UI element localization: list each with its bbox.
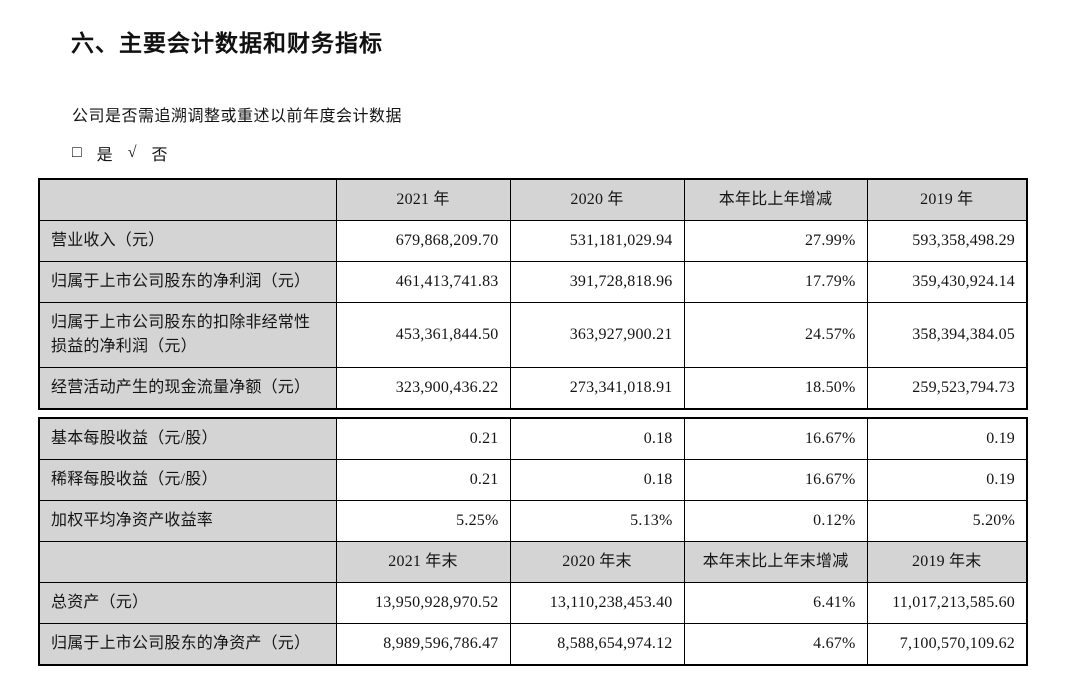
checkbox-unchecked-icon: □ (72, 144, 82, 161)
value-cell: 323,900,436.22 (335, 367, 511, 410)
value-cell: 16.67% (683, 459, 868, 501)
value-cell: 0.19 (866, 459, 1028, 501)
table-row: 经营活动产生的现金流量净额（元） 323,900,436.22 273,341,01… (38, 367, 1028, 410)
value-cell: 0.19 (866, 417, 1028, 460)
value-cell: 391,728,818.96 (509, 261, 685, 303)
value-cell: 11,017,213,585.60 (866, 582, 1028, 624)
header-cell: 2019 年末 (866, 541, 1028, 583)
table-body: 2021 年 2020 年本年比上年增减 2019 年营业收入（元） 679,868,… (38, 178, 1028, 410)
row-label-cell: 归属于上市公司股东的净利润（元） (38, 261, 337, 303)
table-row: 稀释每股收益（元/股） 0.21 0.18 16.67% 0.19 (38, 459, 1028, 501)
table-header-row: 2021 年末 2020 年末 本年末比上年末增减 2019 年末 (38, 541, 1028, 583)
value-cell: 679,868,209.70 (335, 220, 511, 262)
value-cell: 259,523,794.73 (866, 367, 1028, 410)
value-cell: 16.67% (683, 417, 868, 460)
value-cell: 0.21 (335, 417, 511, 460)
row-label-cell: 加权平均净资产收益率 (38, 500, 337, 542)
value-cell: 7,100,570,109.62 (866, 623, 1028, 666)
row-label-cell: 归属于上市公司股东的扣除非经常性损益的净利润（元） (38, 302, 337, 368)
value-cell: 358,394,384.05 (866, 302, 1028, 368)
restatement-question: 公司是否需追溯调整或重述以前年度会计数据 (72, 108, 403, 125)
value-cell: 24.57% (683, 302, 868, 368)
table-block-1: 2021 年 2020 年本年比上年增减 2019 年营业收入（元） 679,868,… (38, 178, 1028, 410)
header-label-cell (38, 541, 337, 583)
value-cell: 453,361,844.50 (335, 302, 511, 368)
value-cell: 5.13% (509, 500, 685, 542)
value-cell: 363,927,900.21 (509, 302, 685, 368)
row-label-cell: 稀释每股收益（元/股） (38, 459, 337, 501)
table-row: 加权平均净资产收益率 5.25% 5.13% 0.12% 5.20% (38, 500, 1028, 542)
checkbox-yes-label: 是 (96, 147, 113, 164)
value-cell: 0.12% (683, 500, 868, 542)
header-label-cell (38, 178, 337, 221)
checkmark-icon: √ (127, 144, 137, 161)
value-cell: 8,588,654,974.12 (509, 623, 685, 666)
table-row: 营业收入（元） 679,868,209.70 531,181,029.94 27.99… (38, 220, 1028, 262)
value-cell: 0.18 (509, 417, 685, 460)
value-cell: 4.67% (683, 623, 868, 666)
value-cell: 13,950,928,970.52 (335, 582, 511, 624)
header-cell: 2020 年 (509, 178, 685, 221)
value-cell: 5.25% (335, 500, 511, 542)
row-label-cell: 基本每股收益（元/股） (38, 417, 337, 460)
page-title: 六、主要会计数据和财务指标 (71, 31, 383, 56)
header-cell: 2020 年末 (509, 541, 685, 583)
header-cell: 本年末比上年末增减 (683, 541, 868, 583)
value-cell: 593,358,498.29 (866, 220, 1028, 262)
table-body: 基本每股收益（元/股） 0.21 0.18 16.67% 0.19 稀释每股收益（元/股）… (38, 417, 1028, 666)
value-cell: 0.18 (509, 459, 685, 501)
value-cell: 6.41% (683, 582, 868, 624)
header-cell: 2021 年末 (335, 541, 511, 583)
table-block-2: 基本每股收益（元/股） 0.21 0.18 16.67% 0.19 稀释每股收益（元/股）… (38, 417, 1028, 666)
row-label-cell: 总资产（元） (38, 582, 337, 624)
restatement-checkbox-line: □ 是 √ 否 (72, 141, 1080, 165)
value-cell: 273,341,018.91 (509, 367, 685, 410)
value-cell: 531,181,029.94 (509, 220, 685, 262)
header-cell: 2021 年 (335, 178, 511, 221)
value-cell: 13,110,238,453.40 (509, 582, 685, 624)
header-cell: 本年比上年增减 (683, 178, 868, 221)
value-cell: 8,989,596,786.47 (335, 623, 511, 666)
checkbox-no-label: 否 (151, 147, 168, 164)
value-cell: 359,430,924.14 (866, 261, 1028, 303)
row-label-cell: 归属于上市公司股东的净资产（元） (38, 623, 337, 666)
value-cell: 18.50% (683, 367, 868, 410)
table-row: 基本每股收益（元/股） 0.21 0.18 16.67% 0.19 (38, 417, 1028, 460)
header-cell: 2019 年 (866, 178, 1028, 221)
table-row: 归属于上市公司股东的扣除非经常性损益的净利润（元） 453,361,844.50 3… (38, 302, 1028, 368)
table-row: 总资产（元） 13,950,928,970.52 13,110,238,453.40… (38, 582, 1028, 624)
table-header-row: 2021 年 2020 年本年比上年增减 2019 年 (38, 178, 1028, 221)
value-cell: 17.79% (683, 261, 868, 303)
row-label-cell: 营业收入（元） (38, 220, 337, 262)
value-cell: 461,413,741.83 (335, 261, 511, 303)
value-cell: 5.20% (866, 500, 1028, 542)
table-row: 归属于上市公司股东的净利润（元） 461,413,741.83 391,728,81… (38, 261, 1028, 303)
value-cell: 0.21 (335, 459, 511, 501)
table-section-gap (38, 410, 1026, 417)
value-cell: 27.99% (683, 220, 868, 262)
financial-indicators-table: 2021 年 2020 年本年比上年增减 2019 年营业收入（元） 679,868,… (38, 178, 1028, 666)
table-row: 归属于上市公司股东的净资产（元） 8,989,596,786.47 8,588,65… (38, 623, 1028, 666)
row-label-cell: 经营活动产生的现金流量净额（元） (38, 367, 337, 410)
